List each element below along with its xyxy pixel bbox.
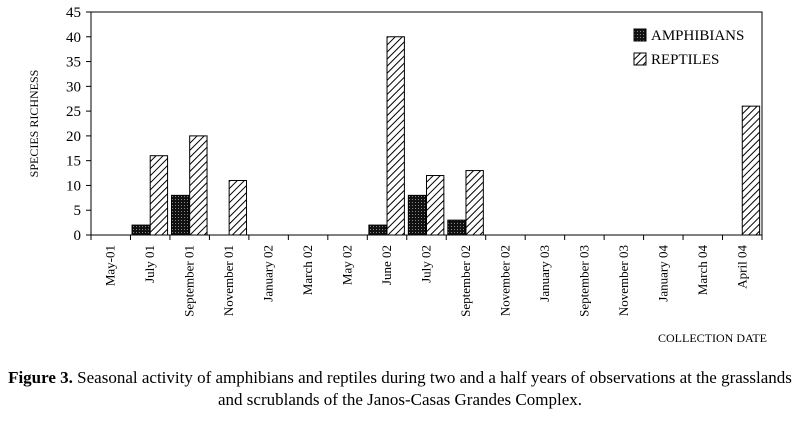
x-tick-label: January 04 — [655, 245, 670, 302]
y-tick-label: 35 — [66, 55, 81, 71]
bar-amphibians — [407, 194, 427, 236]
y-tick-label: 45 — [66, 5, 81, 21]
legend-swatch-amphibians — [633, 28, 647, 42]
y-tick-label: 5 — [74, 203, 82, 219]
legend-label-amphibians: AMPHIBIANS — [651, 28, 744, 44]
y-tick-label: 20 — [66, 129, 81, 145]
x-tick-label: November 01 — [221, 245, 236, 316]
x-tick-label: July 01 — [142, 245, 157, 283]
x-tick-label: November 03 — [616, 245, 631, 316]
x-tick-label: May-01 — [103, 245, 118, 286]
caption-text: Seasonal activity of amphibians and rept… — [72, 368, 792, 409]
caption-label: Figure 3. — [8, 368, 73, 387]
bar-reptiles — [228, 179, 248, 236]
x-tick-label: May 02 — [340, 245, 355, 285]
x-tick-label: January 03 — [537, 245, 552, 302]
x-tick-label: November 02 — [497, 245, 512, 316]
x-tick-label: April 04 — [734, 245, 749, 289]
bar-reptiles — [149, 155, 169, 236]
y-tick-label: 40 — [66, 30, 81, 46]
bar-reptiles — [741, 105, 761, 236]
bar-amphibians — [171, 194, 190, 236]
bar-reptiles — [386, 36, 405, 236]
x-tick-label: July 02 — [419, 245, 434, 283]
bar-reptiles — [465, 170, 484, 236]
bar-amphibians — [131, 224, 150, 236]
bar-amphibians — [368, 224, 387, 236]
x-axis-title: COLLECTION DATE — [658, 331, 767, 345]
y-tick-label: 10 — [66, 178, 81, 194]
legend-label-reptiles: REPTILES — [651, 52, 719, 68]
x-tick-label: September 01 — [182, 245, 197, 317]
y-tick-label: 30 — [66, 79, 81, 95]
legend-swatch-reptiles — [633, 52, 647, 66]
y-axis-title: SPECIES RICHNESS — [27, 70, 41, 178]
chart: 0 5 10 15 20 25 30 35 40 45 May-01 July 01 September… — [27, 5, 767, 345]
bar-reptiles — [189, 135, 208, 236]
chart-svg: 0 5 10 15 20 25 30 35 40 45 May-01 July 01 September… — [27, 5, 767, 345]
x-tick-label: March 02 — [300, 245, 315, 295]
y-tick-label: 0 — [74, 228, 82, 244]
x-tick-label: June 02 — [379, 245, 394, 285]
bar-reptiles — [426, 175, 445, 236]
x-tick-label: September 02 — [458, 245, 473, 317]
x-tick-label: January 02 — [261, 245, 276, 302]
y-tick-label: 25 — [66, 104, 81, 120]
bar-amphibians — [447, 219, 466, 236]
x-tick-label: September 03 — [576, 245, 591, 317]
figure-caption: Figure 3. Seasonal activity of amphibian… — [0, 367, 800, 411]
y-tick-label: 15 — [66, 154, 81, 170]
x-tick-label: March 04 — [695, 245, 710, 296]
